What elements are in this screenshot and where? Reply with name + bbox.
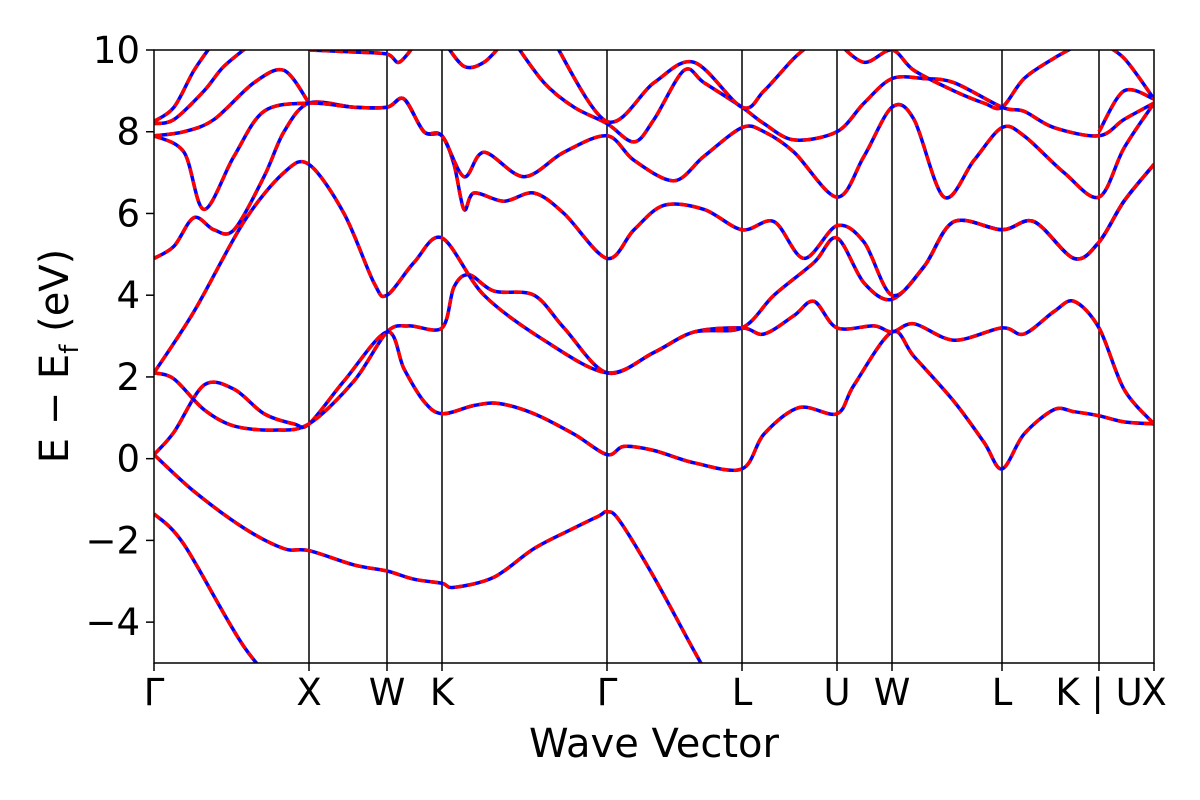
band-4-fit: [154, 159, 1154, 375]
x-tick-label: X: [296, 671, 321, 714]
band-1-dft: [154, 453, 703, 663]
band-2-fit: [154, 329, 1154, 473]
x-tick-label: Γ: [144, 671, 165, 714]
band-12-fit: [517, 50, 1154, 144]
y-tick-label: 0: [116, 438, 140, 481]
y-axis-ticks: −4 −2 0 2 4 6 8 10: [85, 29, 154, 644]
plot-frame: [153, 49, 1155, 664]
band-14-dft: [843, 50, 1073, 111]
band-0-fit: [154, 512, 259, 663]
x-tick-label: X: [1141, 671, 1166, 714]
y-tick-label: 2: [116, 356, 140, 399]
x-tick-label: U: [823, 671, 850, 714]
band-10-dft: [308, 50, 413, 65]
y-tick-label: 10: [93, 29, 140, 72]
band-6-fit: [154, 96, 1154, 212]
band-4-dft: [154, 159, 1154, 375]
x-tick-label: K | U: [1055, 671, 1142, 714]
y-tick-label: −4: [85, 601, 140, 644]
kpoint-divider-lines: [308, 50, 1100, 663]
band-11-fit: [447, 50, 500, 70]
x-tick-label: L: [732, 671, 753, 714]
band-10-fit: [308, 50, 413, 65]
band-14-fit: [843, 50, 1073, 111]
band-1-fit: [154, 453, 703, 663]
band-6-dft: [154, 96, 1154, 212]
x-tick-label: Γ: [597, 671, 618, 714]
y-tick-label: 4: [116, 274, 140, 317]
x-tick-label: W: [369, 671, 406, 714]
y-axis-label: E − Ef (eV): [32, 249, 85, 464]
band-lines: [154, 50, 1154, 663]
y-tick-label: −2: [85, 519, 140, 562]
band-7-fit: [154, 67, 311, 138]
band-13-fit: [556, 50, 807, 124]
y-tick-label: 8: [116, 111, 140, 154]
y-tick-label: 6: [116, 192, 140, 235]
band-5-fit: [154, 96, 1154, 298]
band-9-fit: [154, 50, 211, 123]
x-tick-label: L: [992, 671, 1013, 714]
x-axis-label: Wave Vector: [529, 721, 780, 767]
band-16-fit: [1110, 50, 1154, 101]
x-tick-label: K: [430, 671, 456, 714]
x-tick-label: W: [874, 671, 911, 714]
band-15-fit: [1097, 87, 1154, 133]
band-8-fit: [154, 50, 247, 126]
